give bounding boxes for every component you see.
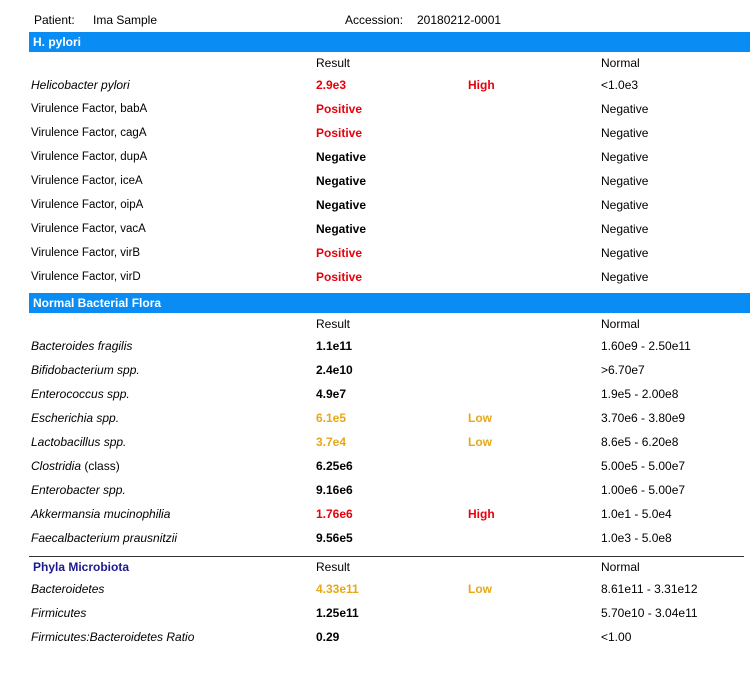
normal-range: Negative xyxy=(601,270,649,284)
patient-name: Ima Sample xyxy=(93,13,158,27)
flag: High xyxy=(468,507,495,521)
analyte-name: Virulence Factor, iceA xyxy=(31,175,143,187)
analyte-name: Clostridia (class) xyxy=(31,459,120,473)
analyte-name: Firmicutes:Bacteroidetes Ratio xyxy=(31,630,195,644)
analyte-note: (class) xyxy=(84,459,120,473)
section-title: Normal Bacterial Flora xyxy=(33,296,162,310)
result: Positive xyxy=(316,126,363,140)
accession: 20180212-0001 xyxy=(417,13,502,27)
normal-header: Normal xyxy=(601,317,640,331)
result: Negative xyxy=(316,150,367,164)
normal-range: 3.70e6 - 3.80e9 xyxy=(601,411,686,425)
result: 6.25e6 xyxy=(316,459,353,473)
result: 6.1e5 xyxy=(316,411,347,425)
accession-label: Accession: xyxy=(345,13,404,27)
result: 1.25e11 xyxy=(316,606,359,620)
analyte-name: Faecalbacterium prausnitzii xyxy=(31,531,178,545)
analyte-name: Helicobacter pylori xyxy=(31,78,130,92)
result: Negative xyxy=(316,222,367,236)
section-bar: H. pylori xyxy=(29,32,750,52)
result: 9.56e5 xyxy=(316,531,353,545)
normal-header: Normal xyxy=(601,560,640,574)
normal-range: Negative xyxy=(601,126,649,140)
section-bar: Normal Bacterial Flora xyxy=(29,293,750,313)
normal-range: 1.9e5 - 2.00e8 xyxy=(601,387,679,401)
result: 2.4e10 xyxy=(316,363,353,377)
result: Positive xyxy=(316,246,363,260)
normal-range: 5.00e5 - 5.00e7 xyxy=(601,459,686,473)
normal-range: Negative xyxy=(601,222,649,236)
result: Positive xyxy=(316,102,363,116)
analyte-name: Enterococcus spp. xyxy=(31,387,130,401)
section-rule xyxy=(29,556,744,557)
result: Positive xyxy=(316,270,363,284)
analyte-name: Virulence Factor, virD xyxy=(31,271,141,283)
normal-range: 1.0e3 - 5.0e8 xyxy=(601,531,672,545)
normal-range: 8.6e5 - 6.20e8 xyxy=(601,435,679,449)
section-title: Phyla Microbiota xyxy=(33,560,130,574)
normal-range: >6.70e7 xyxy=(601,363,645,377)
normal-range: <1.00 xyxy=(601,630,632,644)
analyte-name: Virulence Factor, oipA xyxy=(31,199,144,211)
normal-range: Negative xyxy=(601,198,649,212)
analyte-name: Akkermansia mucinophilia xyxy=(31,507,171,521)
normal-range: 1.60e9 - 2.50e11 xyxy=(601,339,691,353)
result: 2.9e3 xyxy=(316,78,347,92)
analyte-name: Bacteroidetes xyxy=(31,582,105,596)
result: 9.16e6 xyxy=(316,483,353,497)
result: 1.1e11 xyxy=(316,339,353,353)
result-header: Result xyxy=(316,56,351,70)
analyte-name: Virulence Factor, virB xyxy=(31,247,141,259)
analyte-name: Firmicutes xyxy=(31,606,87,620)
result: 4.33e11 xyxy=(316,582,359,596)
analyte-name: Bacteroides fragilis xyxy=(31,339,133,353)
analyte-name: Virulence Factor, cagA xyxy=(31,127,147,139)
result-header: Result xyxy=(316,317,351,331)
flag: High xyxy=(468,78,495,92)
analyte-name: Virulence Factor, vacA xyxy=(31,223,146,235)
result: 4.9e7 xyxy=(316,387,347,401)
analyte-name: Lactobacillus spp. xyxy=(31,435,127,449)
analyte-name: Escherichia spp. xyxy=(31,411,120,425)
normal-range: 1.00e6 - 5.00e7 xyxy=(601,483,686,497)
section-title: H. pylori xyxy=(33,35,82,49)
result: 3.7e4 xyxy=(316,435,347,449)
flag: Low xyxy=(468,582,492,596)
normal-range: 5.70e10 - 3.04e11 xyxy=(601,606,698,620)
analyte-name: Bifidobacterium spp. xyxy=(31,363,140,377)
normal-range: Negative xyxy=(601,246,649,260)
patient-label: Patient: xyxy=(34,13,75,27)
result: Negative xyxy=(316,174,367,188)
normal-range: 8.61e11 - 3.31e12 xyxy=(601,582,698,596)
analyte-name: Enterobacter spp. xyxy=(31,483,126,497)
analyte-name: Virulence Factor, dupA xyxy=(31,151,148,163)
result: 0.29 xyxy=(316,630,340,644)
normal-range: 1.0e1 - 5.0e4 xyxy=(601,507,672,521)
normal-range: Negative xyxy=(601,174,649,188)
result: Negative xyxy=(316,198,367,212)
normal-range: Negative xyxy=(601,150,649,164)
flag: Low xyxy=(468,411,492,425)
result-header: Result xyxy=(316,560,351,574)
flag: Low xyxy=(468,435,492,449)
analyte-name: Virulence Factor, babA xyxy=(31,103,148,115)
normal-range: <1.0e3 xyxy=(601,78,639,92)
normal-header: Normal xyxy=(601,56,640,70)
result: 1.76e6 xyxy=(316,507,353,521)
normal-range: Negative xyxy=(601,102,649,116)
